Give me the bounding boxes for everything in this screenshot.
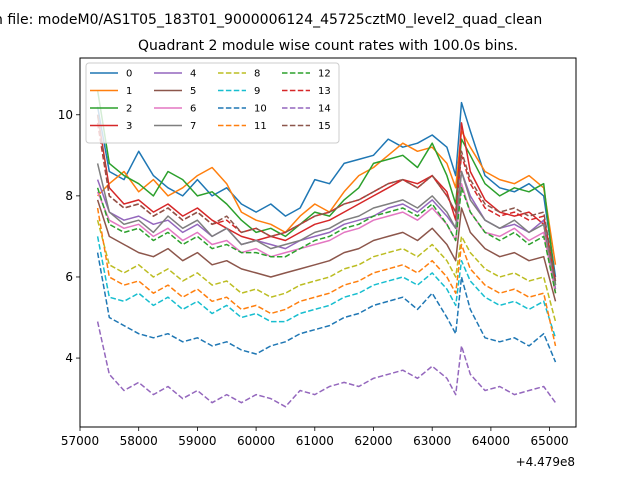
legend-label: 2 — [126, 104, 132, 115]
legend-label: 8 — [254, 69, 260, 80]
series-line-7 — [96, 163, 557, 286]
x-tick-label: 63000 — [413, 434, 451, 448]
legend-label: 13 — [318, 86, 331, 97]
legend-label: 14 — [318, 104, 331, 115]
plot-frame — [79, 57, 577, 428]
legend-label: 5 — [190, 86, 196, 97]
x-tick-label: 65000 — [530, 434, 568, 448]
x-tick-label: 61000 — [296, 434, 334, 448]
series-line-12 — [96, 187, 557, 294]
series-line-4 — [96, 170, 557, 290]
figure-suptitle: n file: modeM0/AS1T05_183T01_9000006124_… — [0, 12, 542, 28]
series-line-15 — [96, 114, 557, 282]
x-tick-label: 58000 — [120, 434, 158, 448]
series-line-5 — [96, 199, 557, 302]
legend-label: 11 — [254, 121, 267, 132]
y-axis: 4 6 8 10 — [58, 108, 80, 365]
legend-label: 6 — [190, 104, 196, 115]
series-layer — [96, 90, 557, 408]
legend-label: 15 — [318, 121, 331, 132]
series-line-6 — [96, 182, 557, 294]
legend-label: 7 — [190, 121, 196, 132]
legend-label: 0 — [126, 69, 132, 80]
series-line-9 — [96, 236, 557, 339]
legend-label: 10 — [254, 104, 267, 115]
x-tick-label: 60000 — [237, 434, 275, 448]
series-line-1 — [97, 130, 557, 265]
x-tick-label: 59000 — [178, 434, 216, 448]
legend-box — [85, 62, 340, 144]
y-tick-label: 6 — [65, 270, 73, 284]
series-line-8 — [96, 220, 557, 322]
legend-label: 3 — [126, 121, 132, 132]
y-tick-label: 4 — [65, 351, 73, 365]
series-line-3 — [96, 114, 557, 294]
legend-label: 12 — [318, 69, 331, 80]
x-axis: 57000 58000 59000 60000 61000 62000 63000 64000… — [61, 427, 569, 448]
x-axis-offset-label: +4.479e8 — [516, 455, 575, 469]
y-tick-label: 10 — [58, 108, 73, 122]
plot-area — [79, 57, 577, 428]
x-tick-label: 64000 — [472, 434, 510, 448]
chart-title: Quadrant 2 module wise count rates with … — [138, 38, 518, 54]
y-tick-label: 8 — [65, 189, 73, 203]
series-line-14 — [96, 321, 557, 408]
x-tick-label: 57000 — [61, 434, 99, 448]
series-line-11 — [96, 207, 557, 347]
legend-label: 9 — [254, 86, 260, 97]
series-line-10 — [96, 252, 557, 363]
legend-label: 1 — [126, 86, 132, 97]
legend-label: 4 — [190, 69, 196, 80]
x-tick-label: 62000 — [354, 434, 392, 448]
